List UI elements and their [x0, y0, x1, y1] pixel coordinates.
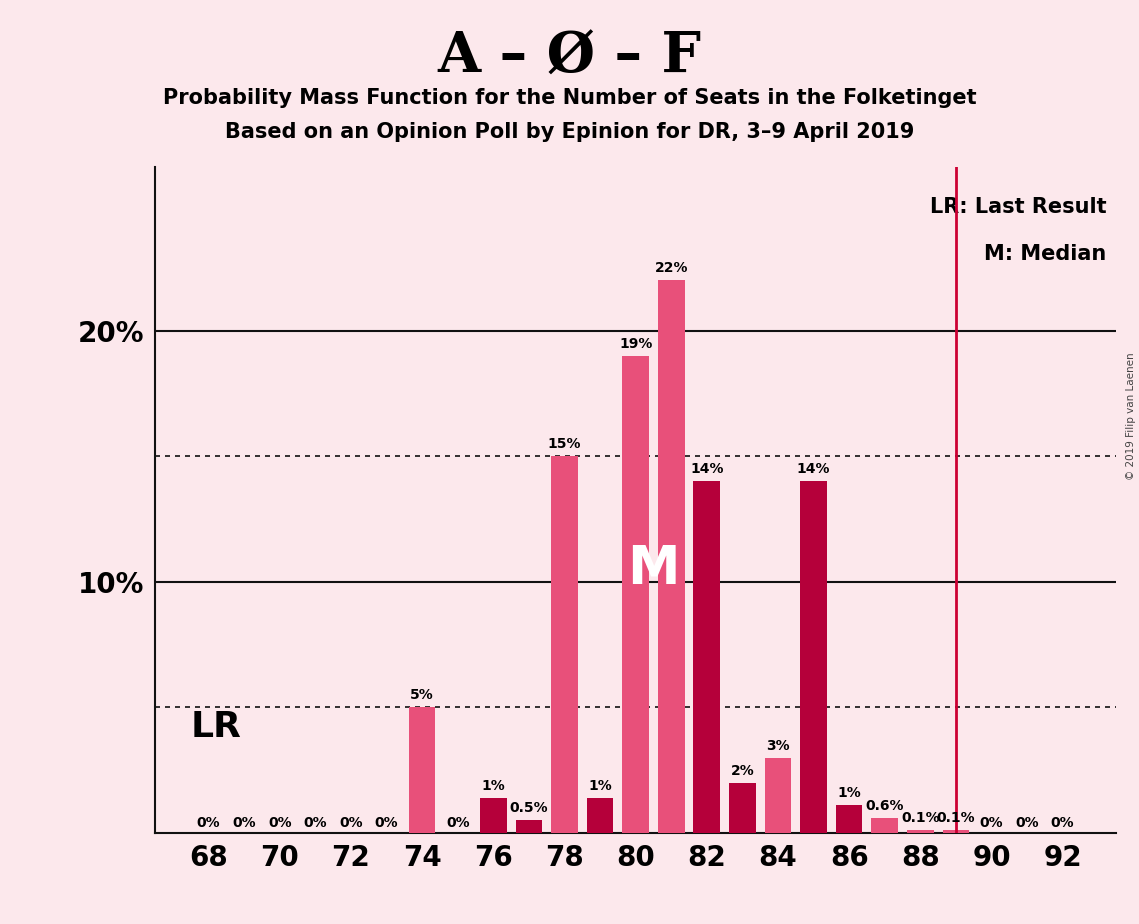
Text: 15%: 15% — [548, 437, 581, 451]
Text: 0%: 0% — [1051, 817, 1074, 831]
Text: Probability Mass Function for the Number of Seats in the Folketinget: Probability Mass Function for the Number… — [163, 88, 976, 108]
Text: 22%: 22% — [655, 261, 688, 275]
Text: 1%: 1% — [588, 779, 612, 793]
Text: 0%: 0% — [445, 817, 469, 831]
Bar — [587, 797, 614, 833]
Bar — [480, 797, 507, 833]
Text: M: Median: M: Median — [984, 244, 1106, 264]
Bar — [658, 281, 685, 833]
Text: 2%: 2% — [730, 763, 754, 778]
Text: 3%: 3% — [767, 738, 789, 752]
Text: 0.6%: 0.6% — [866, 799, 904, 813]
Bar — [836, 806, 862, 833]
Bar — [694, 481, 720, 833]
Text: 0%: 0% — [232, 817, 256, 831]
Bar — [871, 818, 898, 833]
Text: 0.1%: 0.1% — [936, 811, 975, 825]
Bar — [729, 783, 756, 833]
Text: 0%: 0% — [197, 817, 221, 831]
Text: LR: LR — [191, 711, 241, 745]
Text: 5%: 5% — [410, 688, 434, 702]
Bar — [943, 831, 969, 833]
Text: 1%: 1% — [837, 786, 861, 800]
Text: 0%: 0% — [1015, 817, 1039, 831]
Bar — [801, 481, 827, 833]
Text: 0.5%: 0.5% — [509, 801, 548, 815]
Text: 0.1%: 0.1% — [901, 811, 940, 825]
Bar — [551, 456, 577, 833]
Text: 0%: 0% — [375, 817, 399, 831]
Text: 0%: 0% — [304, 817, 327, 831]
Text: 0%: 0% — [980, 817, 1003, 831]
Text: 19%: 19% — [618, 336, 653, 351]
Text: A – Ø – F: A – Ø – F — [437, 30, 702, 85]
Text: 0%: 0% — [339, 817, 363, 831]
Text: 0%: 0% — [268, 817, 292, 831]
Text: 1%: 1% — [482, 779, 506, 793]
Bar — [409, 708, 435, 833]
Text: LR: Last Result: LR: Last Result — [929, 198, 1106, 217]
Text: 14%: 14% — [690, 462, 723, 477]
Text: M: M — [628, 543, 680, 595]
Text: © 2019 Filip van Laenen: © 2019 Filip van Laenen — [1126, 352, 1136, 480]
Bar — [516, 821, 542, 833]
Bar — [622, 356, 649, 833]
Text: 14%: 14% — [797, 462, 830, 477]
Bar — [907, 831, 934, 833]
Text: Based on an Opinion Poll by Epinion for DR, 3–9 April 2019: Based on an Opinion Poll by Epinion for … — [224, 122, 915, 142]
Bar — [764, 758, 792, 833]
